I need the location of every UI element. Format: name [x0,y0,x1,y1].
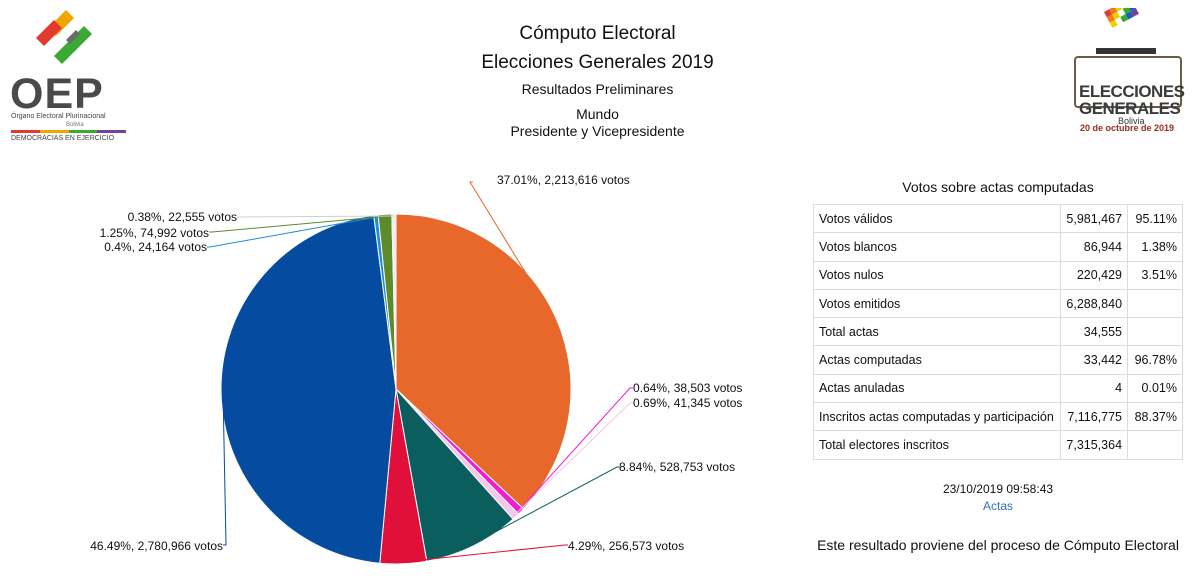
pie-label-2: 0.64%, 38,503 votos [633,381,742,395]
pie-label-6: 46.49%, 2,780,966 votos [90,539,223,553]
cell-percent [1127,317,1183,347]
ballot-box-frame [1074,56,1182,108]
cell-value: 86,944 [1060,232,1129,262]
pie-label-9: 0.38%, 22,555 votos [128,210,237,224]
cell-label: Votos válidos [812,203,1062,234]
table-row: Votos válidos 5,981,467 95.11% [812,203,1183,234]
page-subtitle: Elecciones Generales 2019 [481,52,714,73]
table-row: Total electores inscritos 7,315,364 [812,430,1183,460]
table-row: Actas anuladas 4 0.01% [812,373,1183,404]
pie-slice-4 [395,387,514,562]
cell-label: Actas computadas [812,345,1062,375]
cell-label: Votos nulos [812,260,1062,290]
table-row: Inscritos actas computadas y participaci… [812,402,1183,432]
footer-note: Este resultado proviene del proceso de C… [817,537,1179,553]
table-row: Votos blancos 86,944 1.38% [812,232,1183,262]
pie-label-8: 1.25%, 74,992 votos [100,226,209,240]
table-title: Votos sobre actas computadas [902,179,1094,195]
cell-value: 34,555 [1060,317,1129,347]
cell-label: Total actas [812,317,1062,347]
oep-emblem-icon [36,10,92,64]
pie-leader-line-3 [514,402,633,516]
cell-value: 220,429 [1060,260,1129,290]
cell-percent [1127,430,1183,460]
cell-label: Actas anuladas [812,373,1062,404]
eg-date: 20 de octubre de 2019 [1080,123,1175,133]
page-title: Cómputo Electoral [519,23,676,44]
table-row: Total actas 34,555 [812,317,1183,347]
cell-label: Votos emitidos [812,288,1062,319]
cell-value: 6,288,840 [1060,288,1129,319]
pie-leader-line-4 [471,466,620,545]
pie-slice-1 [395,213,572,510]
results-pie-chart: 37.01%, 2,213,616 votos 0.64%, 38,503 vot… [90,173,742,565]
cell-label: Total electores inscritos [812,430,1062,460]
cell-percent: 3.51% [1127,260,1183,290]
pie-leader-line-5 [403,544,568,563]
oep-color-rule [11,130,126,133]
pie-leader-line-2 [519,387,633,511]
oep-country: Bolivia [66,122,84,128]
cell-value: 5,981,467 [1060,203,1129,234]
actas-link[interactable]: Actas [982,499,1013,513]
elecciones-generales-logo: ELECCIONES GENERALES Bolivia 20 de octub… [1068,8,1188,138]
table-row: Votos emitidos 6,288,840 [812,288,1183,319]
cell-value: 7,116,775 [1060,402,1129,432]
cell-value: 33,442 [1060,345,1129,375]
cell-percent: 95.11% [1127,203,1183,234]
pie-leader-line-6 [222,392,227,546]
cell-percent: 88.37% [1127,402,1183,432]
oep-logo: OEP Órgano Electoral Plurinacional Boliv… [8,10,133,142]
eg-line2: GENERALES [1079,99,1181,118]
region: Mundo [576,106,619,122]
oep-acronym: OEP [10,70,104,118]
pie-leader-line-9 [237,215,394,218]
pie-slice-9 [391,213,397,390]
pie-label-5: 4.29%, 256,573 votos [568,539,684,553]
pie-label-4: 8.84%, 528,753 votos [619,460,735,474]
oep-motto: DEMOCRACIAS EN EJERCICIO [11,135,115,142]
eg-line1: ELECCIONES [1079,82,1185,101]
cell-label: Votos blancos [812,232,1062,262]
results-type: Resultados Preliminares [521,81,674,97]
oep-name: Órgano Electoral Plurinacional [11,113,106,120]
ballot-box-wiphala-icon [1096,8,1156,54]
pie-slice-6 [220,214,397,564]
cell-percent: 0.01% [1127,373,1183,404]
page-header: Cómputo Electoral Elecciones Generales 2… [400,22,795,140]
timestamp: 23/10/2019 09:58:43 [942,482,1054,496]
cell-label: Inscritos actas computadas y participaci… [812,402,1062,432]
cell-percent: 96.78% [1127,345,1183,375]
eg-country: Bolivia [1118,116,1145,126]
office: Presidente y Vicepresidente [510,123,685,139]
table-row: Actas computadas 33,442 96.78% [812,345,1183,375]
pie-label-3: 0.69%, 41,345 votos [633,396,742,410]
pie-label-7: 0.4%, 24,164 votos [104,240,207,254]
pie-label-1: 37.01%, 2,213,616 votos [497,173,630,187]
table-row: Votos nulos 220,429 3.51% [812,260,1183,290]
cell-value: 7,315,364 [1060,430,1129,460]
cell-value: 4 [1060,373,1129,404]
cell-percent [1127,288,1183,319]
cell-percent: 1.38% [1127,232,1183,262]
pie-leader-line-1 [469,181,556,321]
pie-leader-line-8 [209,215,386,233]
votes-table: Votos válidos 5,981,467 95.11% Votos blanco… [812,203,1183,460]
pie-leader-line-7 [207,216,377,248]
